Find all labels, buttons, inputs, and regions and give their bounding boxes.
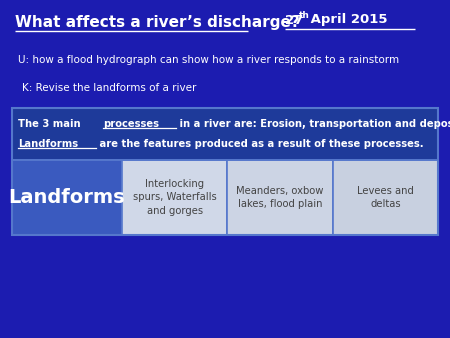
Text: K: Revise the landforms of a river: K: Revise the landforms of a river bbox=[22, 83, 196, 93]
Text: in a river are: Erosion, transportation and deposition.: in a river are: Erosion, transportation … bbox=[176, 119, 450, 129]
Text: April 2015: April 2015 bbox=[306, 14, 387, 26]
Bar bbox=[12, 108, 438, 235]
Text: th: th bbox=[299, 10, 310, 20]
Text: processes: processes bbox=[104, 119, 159, 129]
Bar bbox=[12, 160, 122, 235]
Text: Landforms: Landforms bbox=[9, 188, 125, 207]
Text: Landforms: Landforms bbox=[18, 139, 78, 149]
Bar bbox=[12, 108, 438, 160]
Text: Interlocking
spurs, Waterfalls
and gorges: Interlocking spurs, Waterfalls and gorge… bbox=[133, 179, 216, 216]
Text: are the features produced as a result of these processes.: are the features produced as a result of… bbox=[95, 139, 423, 149]
Text: 27: 27 bbox=[285, 14, 303, 26]
Bar bbox=[122, 160, 227, 235]
Bar bbox=[333, 160, 438, 235]
Text: The 3 main: The 3 main bbox=[18, 119, 84, 129]
Text: Levees and
deltas: Levees and deltas bbox=[357, 186, 414, 209]
Bar bbox=[227, 160, 333, 235]
Text: Meanders, oxbow
lakes, flood plain: Meanders, oxbow lakes, flood plain bbox=[236, 186, 324, 209]
Text: What affects a river’s discharge?: What affects a river’s discharge? bbox=[15, 15, 300, 29]
Text: U: how a flood hydrograph can show how a river responds to a rainstorm: U: how a flood hydrograph can show how a… bbox=[18, 55, 399, 65]
